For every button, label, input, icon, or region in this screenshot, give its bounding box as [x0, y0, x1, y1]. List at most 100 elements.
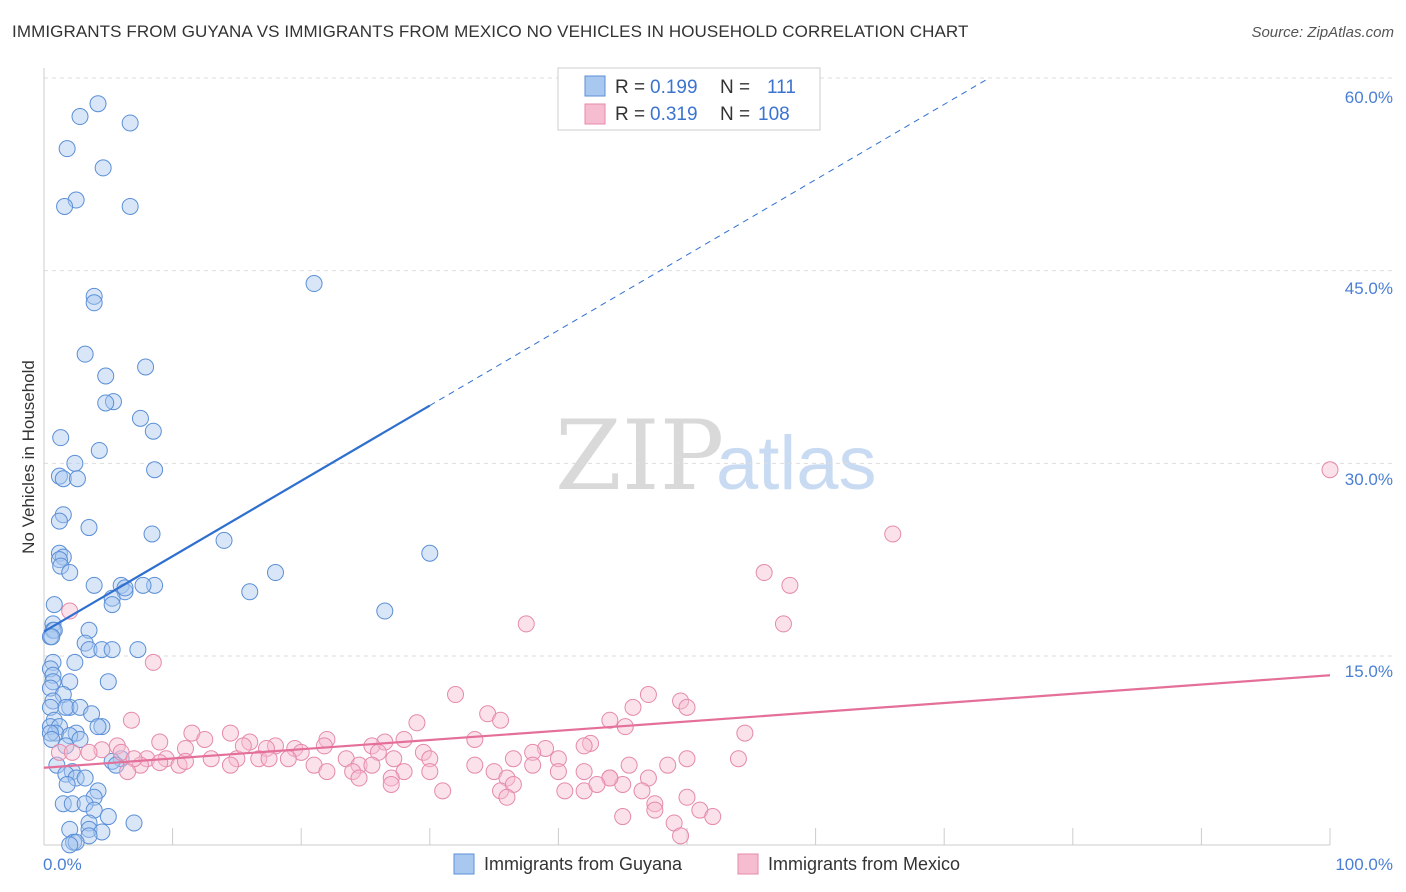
mexico-point — [549, 750, 567, 768]
legend-swatch-mexico — [584, 103, 606, 125]
mexico-point — [234, 737, 252, 755]
mexico-point — [704, 808, 722, 826]
guyana-point — [143, 525, 161, 543]
bottom-legend-label-guyana: Immigrants from Guyana — [484, 854, 683, 874]
guyana-point — [68, 470, 86, 488]
watermark-zip: ZIP — [555, 400, 724, 512]
guyana-point — [85, 287, 103, 305]
guyana-point — [89, 95, 107, 113]
mexico-trend-line — [43, 674, 1331, 769]
guyana-point — [103, 641, 121, 659]
guyana-point — [146, 461, 164, 479]
guyana-point — [54, 795, 72, 813]
mexico-point — [363, 737, 381, 755]
guyana-point — [76, 795, 94, 813]
guyana-point — [61, 727, 79, 745]
mexico-point — [466, 756, 484, 774]
guyana-point — [93, 718, 111, 736]
mexico-point — [421, 763, 439, 781]
guyana-point — [44, 666, 62, 684]
guyana-point — [99, 808, 117, 826]
mexico-point — [221, 756, 239, 774]
guyana-point — [97, 394, 115, 412]
guyana-point — [146, 576, 164, 594]
x-tick-label-min: 0.0% — [43, 855, 82, 874]
guyana-point — [45, 596, 63, 614]
mexico-point — [466, 730, 484, 748]
guyana-point — [121, 197, 139, 215]
guyana-point — [76, 769, 94, 787]
mexico-point — [524, 756, 542, 774]
legend-swatch-guyana — [584, 75, 606, 97]
mexico-point — [498, 788, 516, 806]
guyana-point — [41, 724, 59, 742]
mexico-point — [50, 743, 68, 761]
mexico-point — [729, 750, 747, 768]
guyana-point — [305, 275, 323, 293]
mexico-point — [575, 737, 593, 755]
mexico-point — [672, 692, 690, 710]
legend-n-label-mexico: N = — [720, 104, 750, 125]
guyana-point — [85, 576, 103, 594]
mexico-point — [646, 795, 664, 813]
guyana-point — [421, 544, 439, 562]
guyana-point — [94, 159, 112, 177]
mexico-point — [151, 733, 169, 751]
mexico-point — [221, 724, 239, 742]
mexico-point — [646, 801, 664, 819]
guyana-point — [56, 197, 74, 215]
guyana-point — [80, 814, 98, 832]
mexico-point — [678, 698, 696, 716]
mexico-point — [421, 750, 439, 768]
mexico-point — [524, 743, 542, 761]
guyana-point — [134, 576, 152, 594]
guyana-point — [103, 596, 121, 614]
mexico-point — [504, 750, 522, 768]
mexico-point — [260, 750, 278, 768]
axes — [43, 68, 1331, 846]
mexico-point — [344, 763, 362, 781]
chart-source: Source: ZipAtlas.com — [1251, 24, 1394, 41]
mexico-point — [517, 615, 535, 633]
guyana-trend-extension — [429, 77, 990, 406]
legend-box: R = 0.199 N = 111 R = 0.319 N = 108 — [557, 67, 821, 131]
guyana-point — [93, 823, 111, 841]
chart-title: IMMIGRANTS FROM GUYANA VS IMMIGRANTS FRO… — [12, 22, 969, 41]
guyana-point — [80, 641, 98, 659]
guyana-point — [376, 602, 394, 620]
mexico-point — [588, 775, 606, 793]
legend-r-value-guyana: 0.199 — [650, 77, 698, 98]
guyana-point — [85, 294, 103, 312]
guyana-trend-line — [43, 404, 431, 633]
guyana-point — [97, 367, 115, 385]
mexico-point — [408, 714, 426, 732]
mexico-point — [176, 752, 194, 770]
guyana-point — [52, 557, 70, 575]
mexico-point — [884, 525, 902, 543]
guyana-point — [89, 718, 107, 736]
y-tick-label-60: 60.0% — [1345, 88, 1393, 107]
mexico-point — [395, 730, 413, 748]
mexico-point — [151, 754, 169, 772]
guyana-point — [129, 641, 147, 659]
guyana-point — [52, 429, 70, 447]
guyana-point — [80, 519, 98, 537]
mexico-point — [672, 827, 690, 845]
mexico-point — [537, 739, 555, 757]
guyana-point — [131, 409, 149, 427]
guyana-point — [99, 673, 117, 691]
guyana-point — [76, 345, 94, 363]
mexico-point — [250, 750, 268, 768]
legend-n-label-guyana: N = — [720, 77, 750, 98]
mexico-point — [575, 763, 593, 781]
mexico-point — [678, 788, 696, 806]
mexico-point — [755, 564, 773, 582]
guyana-point — [241, 583, 259, 601]
x-tick-label-max: 100.0% — [1335, 855, 1393, 874]
guyana-point — [57, 737, 75, 755]
bottom-legend: Immigrants from Guyana Immigrants from M… — [453, 853, 960, 875]
guyana-point — [61, 836, 79, 854]
legend-r-label-mexico: R = — [615, 104, 645, 125]
guyana-point — [67, 769, 85, 787]
